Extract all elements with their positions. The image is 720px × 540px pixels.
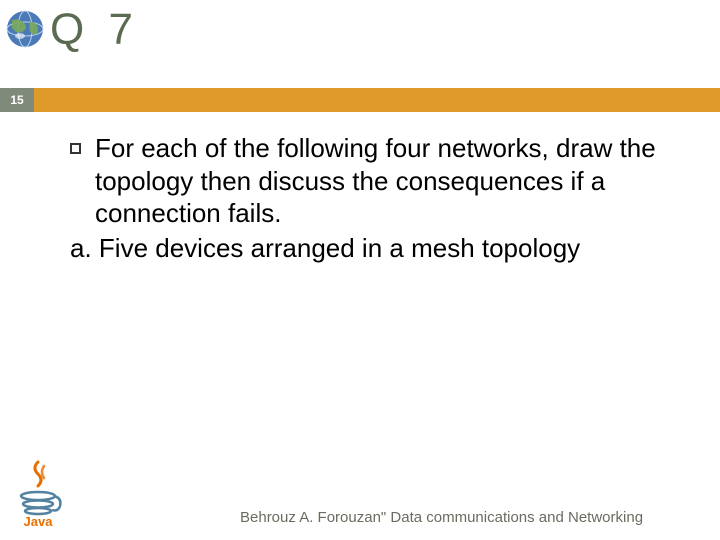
svg-text:Java: Java [24, 514, 54, 529]
bullet-marker-icon [70, 143, 81, 154]
footer-citation: Behrouz A. Forouzan" Data communications… [240, 509, 700, 526]
slide-title: Q 7 [50, 5, 720, 55]
content-area: For each of the following four networks,… [0, 112, 720, 264]
accent-bar: 15 [0, 88, 720, 112]
slide-number: 15 [0, 88, 34, 112]
bullet-item: For each of the following four networks,… [70, 132, 680, 230]
globe-icon [4, 8, 46, 50]
sub-item-a: a. Five devices arranged in a mesh topol… [70, 232, 680, 265]
header: Q 7 [0, 0, 720, 88]
java-logo-icon: Java [10, 458, 66, 530]
bullet-text: For each of the following four networks,… [95, 132, 680, 230]
